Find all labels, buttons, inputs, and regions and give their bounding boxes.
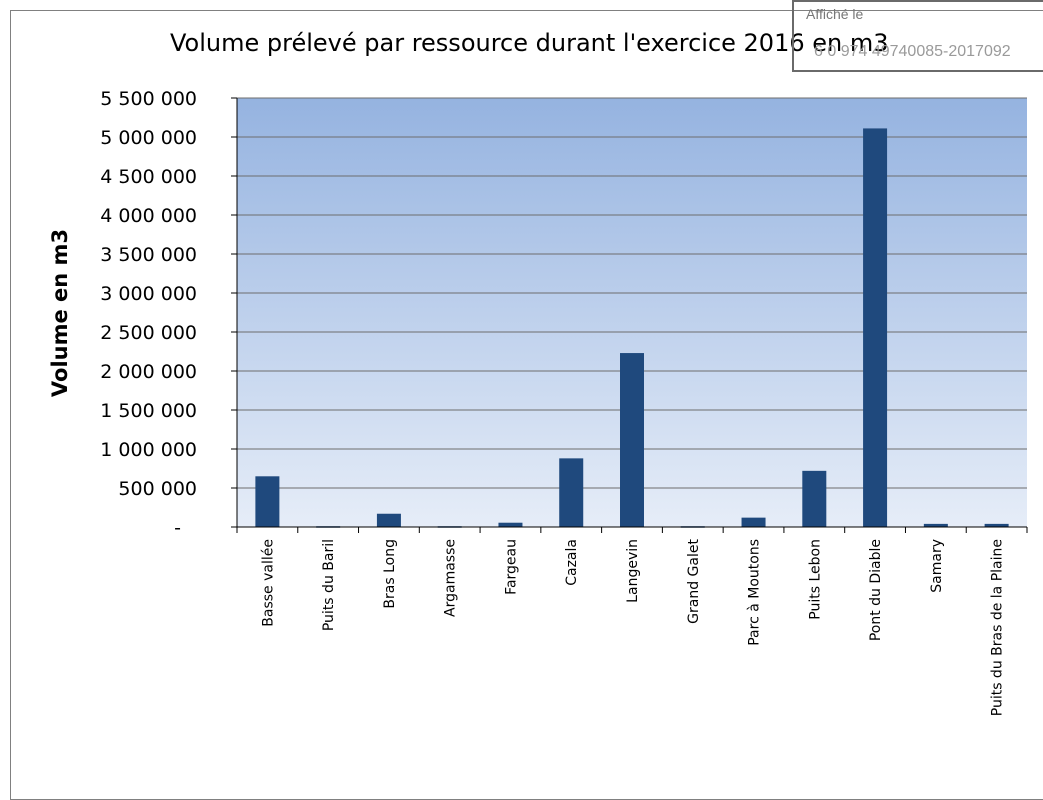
y-tick-label: 3 000 000 bbox=[100, 283, 197, 305]
bar-8 bbox=[741, 517, 766, 527]
x-tick-label: Samary bbox=[929, 539, 945, 593]
x-tick-label: Fargeau bbox=[503, 539, 519, 595]
y-tick-label: 4 500 000 bbox=[100, 166, 197, 188]
x-tick-label: Puits du Baril bbox=[321, 539, 337, 631]
x-tick-label: Puits Lebon bbox=[807, 539, 823, 620]
y-tick-label: 500 000 bbox=[118, 478, 197, 500]
x-tick-label: Bras Long bbox=[382, 539, 398, 609]
y-tick-label: 1 000 000 bbox=[100, 439, 197, 461]
stamp-code: 6 0 974 49740085-2017092 bbox=[814, 43, 1011, 60]
chart-title: Volume prélevé par ressource durant l'ex… bbox=[170, 29, 889, 57]
y-tick-label: 2 000 000 bbox=[100, 361, 197, 383]
stamp-box bbox=[792, 0, 1043, 72]
x-tick-label: Grand Galet bbox=[686, 539, 702, 624]
x-tick-label: Cazala bbox=[564, 539, 580, 586]
bar-6 bbox=[620, 353, 644, 527]
y-tick-label: 2 500 000 bbox=[100, 322, 197, 344]
bar-10 bbox=[863, 128, 888, 528]
axes bbox=[236, 98, 1028, 533]
bar-11 bbox=[923, 523, 948, 527]
x-tick-label: Puits du Bras de la Plaine bbox=[990, 539, 1006, 716]
y-tick-label: 5 500 000 bbox=[100, 88, 197, 110]
x-tick-label: Parc à Moutons bbox=[747, 539, 763, 646]
y-tick-label: 4 000 000 bbox=[100, 205, 197, 227]
bar-2 bbox=[376, 513, 401, 527]
y-tick-label: 1 500 000 bbox=[100, 400, 197, 422]
x-tick-label: Argamasse bbox=[443, 539, 459, 617]
bars bbox=[255, 128, 1009, 528]
bar-9 bbox=[802, 470, 827, 527]
bar-0 bbox=[255, 476, 280, 527]
y-tick-label: - bbox=[174, 517, 181, 539]
stamp-label: Affiché le bbox=[806, 6, 864, 22]
y-tick-labels: - 500 000 1 000 000 1 500 000 2 000 000 2 500… bbox=[100, 88, 197, 539]
x-tick-label: Langevin bbox=[625, 539, 641, 603]
x-tick-label: Pont du Diable bbox=[868, 539, 884, 641]
y-tick-label: 5 000 000 bbox=[100, 127, 197, 149]
y-tick-label: 3 500 000 bbox=[100, 244, 197, 266]
bar-4 bbox=[498, 522, 523, 527]
bar-5 bbox=[559, 458, 584, 527]
x-tick-labels: Basse vallée Puits du Baril Bras Long Argam… bbox=[260, 539, 1005, 717]
x-tick-label: Basse vallée bbox=[260, 539, 276, 627]
bar-chart: - 500 000 1 000 000 1 500 000 2 000 000 2 500… bbox=[100, 88, 1028, 717]
bar-12 bbox=[984, 523, 1009, 527]
